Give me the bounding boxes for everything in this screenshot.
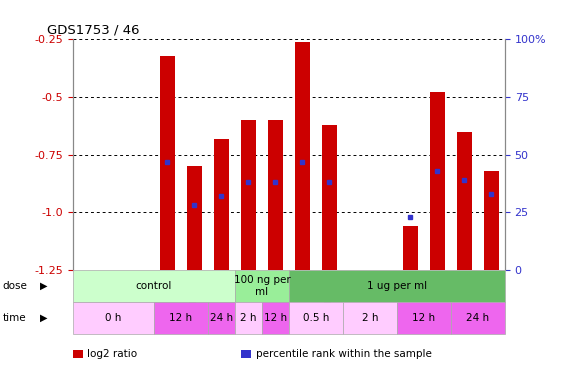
Text: control: control bbox=[136, 281, 172, 291]
Text: ▶: ▶ bbox=[40, 281, 48, 291]
Bar bbox=[289, 270, 505, 302]
Text: 12 h: 12 h bbox=[412, 313, 435, 323]
Bar bbox=[457, 132, 472, 270]
Bar bbox=[154, 302, 208, 334]
Bar bbox=[235, 270, 289, 302]
Bar bbox=[343, 302, 397, 334]
Bar bbox=[289, 302, 343, 334]
Text: 0.5 h: 0.5 h bbox=[303, 313, 329, 323]
Text: 12 h: 12 h bbox=[264, 313, 287, 323]
Text: 24 h: 24 h bbox=[466, 313, 489, 323]
Text: log2 ratio: log2 ratio bbox=[88, 349, 137, 359]
Bar bbox=[451, 302, 505, 334]
Bar bbox=[208, 302, 235, 334]
Bar bbox=[73, 302, 154, 334]
Bar bbox=[484, 171, 499, 270]
Bar bbox=[214, 138, 229, 270]
Bar bbox=[187, 166, 202, 270]
Bar bbox=[295, 42, 310, 270]
Text: time: time bbox=[3, 313, 26, 323]
Bar bbox=[241, 120, 256, 270]
Bar bbox=[73, 270, 235, 302]
Text: 2 h: 2 h bbox=[240, 313, 257, 323]
Text: 2 h: 2 h bbox=[362, 313, 378, 323]
Bar bbox=[268, 120, 283, 270]
Bar bbox=[262, 302, 289, 334]
Bar bbox=[235, 302, 262, 334]
Text: 1 ug per ml: 1 ug per ml bbox=[367, 281, 427, 291]
Text: dose: dose bbox=[3, 281, 27, 291]
Bar bbox=[403, 226, 418, 270]
Text: 24 h: 24 h bbox=[210, 313, 233, 323]
Text: 0 h: 0 h bbox=[105, 313, 122, 323]
Bar bbox=[160, 56, 175, 270]
Bar bbox=[397, 302, 451, 334]
Bar bbox=[430, 92, 445, 270]
Text: GDS1753 / 46: GDS1753 / 46 bbox=[47, 24, 140, 37]
Bar bbox=[322, 125, 337, 270]
Text: percentile rank within the sample: percentile rank within the sample bbox=[256, 349, 431, 359]
Text: 12 h: 12 h bbox=[169, 313, 192, 323]
Text: 100 ng per
ml: 100 ng per ml bbox=[233, 275, 290, 297]
Text: ▶: ▶ bbox=[40, 313, 48, 323]
